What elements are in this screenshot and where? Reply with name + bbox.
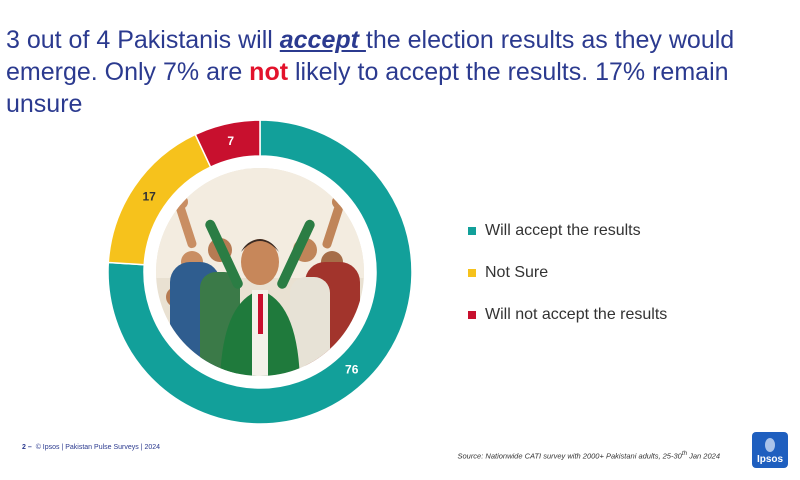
headline-not-emphasis: not [249,58,289,86]
legend-label-not-sure: Not Sure [485,263,549,281]
donut-label-accept: 76 [345,363,359,377]
page-number: 2 – [22,444,32,451]
footer-copyright: 2 – © Ipsos | Pakistan Pulse Surveys | 2… [22,444,160,451]
source-text-end: Jan 2024 [687,451,720,461]
donut-slice-accept [107,119,413,425]
donut-slice-not-accept [194,119,261,169]
ipsos-logo-text: Ipsos [756,454,784,465]
legend-swatch-not-sure [468,268,476,277]
legend-label-not-accept: Will not accept the results [485,305,668,323]
headline: 3 out of 4 Pakistanis will accept the el… [6,24,786,120]
legend-item-accept: Will accept the results [468,220,667,241]
legend-swatch-accept [468,226,476,235]
legend: Will accept the results Not Sure Will no… [468,220,667,346]
headline-accept-emphasis: accept [279,26,366,54]
source-text: Source: Nationwide CATI survey with 2000… [457,451,682,461]
headline-part2: the election results as they would emerg… [6,26,735,86]
donut-label-not-sure: 17 [142,190,156,204]
source-superscript: th [681,450,688,457]
legend-item-not-sure: Not Sure [468,262,667,283]
headline-part3: likely to accept the results. 17% remain… [6,58,729,118]
legend-item-not-accept: Will not accept the results [468,304,667,325]
crowd-illustration-image [156,168,364,376]
ipsos-mark-icon [765,438,775,452]
ipsos-logo: Ipsos [752,432,788,468]
donut-label-not-accept: 7 [227,134,234,148]
donut-chart: 76 17 7 [107,119,413,425]
copyright-text: © Ipsos | Pakistan Pulse Surveys | 2024 [35,444,161,451]
legend-label-accept: Will accept the results [485,221,641,239]
headline-part1: 3 out of 4 Pakistanis will [6,26,280,54]
source-note: Source: Nationwide CATI survey with 2000… [457,450,720,461]
legend-swatch-not-accept [468,310,476,319]
